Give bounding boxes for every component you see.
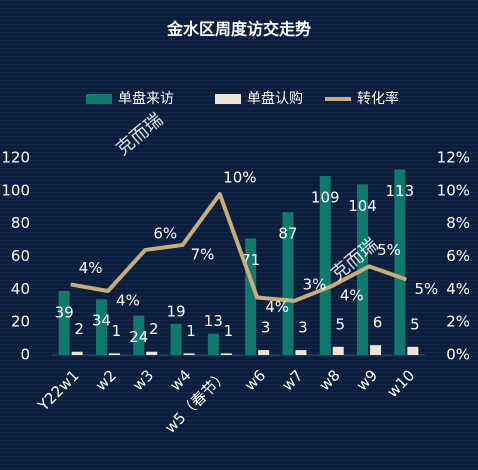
- bar: [71, 351, 83, 355]
- y2-tick-label: 10%: [437, 181, 470, 199]
- y2-tick-label: 8%: [446, 214, 470, 232]
- legend-label: 转化率: [357, 90, 399, 107]
- line-label: 4%: [116, 291, 140, 309]
- y-tick-label: 20: [11, 313, 30, 331]
- value-label: 1: [112, 322, 122, 340]
- chart-title: 金水区周度访交走势: [166, 20, 311, 39]
- bar: [133, 315, 145, 355]
- y-tick-label: 100: [1, 181, 30, 199]
- y-tick-label: 120: [1, 149, 30, 167]
- value-label: 87: [278, 225, 297, 243]
- y-tick-label: 0: [20, 346, 30, 364]
- bar: [394, 169, 406, 355]
- y-tick-label: 60: [11, 247, 30, 265]
- bar: [108, 353, 120, 355]
- bar: [58, 290, 70, 355]
- bar: [220, 353, 232, 355]
- value-label: 104: [348, 197, 377, 215]
- line: [70, 192, 408, 303]
- bar: [332, 346, 344, 355]
- y2-tick-label: 4%: [446, 280, 470, 298]
- value-label: 24: [129, 328, 148, 346]
- bar: [170, 323, 182, 355]
- line-label: 5%: [414, 280, 438, 298]
- line-label: 5%: [377, 241, 401, 259]
- y-tick-label: 40: [11, 280, 30, 298]
- legend-swatch: [215, 94, 241, 104]
- legend-label: 单盘来访: [118, 90, 174, 107]
- value-label: 5: [335, 315, 345, 333]
- value-label: 1: [186, 322, 196, 340]
- value-label: 19: [167, 302, 186, 320]
- value-label: 2: [74, 320, 84, 338]
- value-label: 6: [373, 314, 383, 332]
- value-label: 2: [149, 320, 159, 338]
- line-label: 4%: [79, 259, 103, 277]
- y-tick-label: 80: [11, 214, 30, 232]
- value-label: 5: [410, 315, 420, 333]
- bar: [407, 346, 419, 355]
- legend-swatch: [86, 94, 112, 104]
- y2-tick-label: 12%: [437, 149, 470, 167]
- y2-tick-label: 0%: [446, 346, 470, 364]
- line-label: 10%: [223, 169, 256, 187]
- line-label: 3%: [303, 275, 327, 293]
- value-label: 34: [92, 312, 111, 330]
- value-label: 13: [204, 312, 223, 330]
- bar: [207, 333, 219, 355]
- line-label: 6%: [153, 224, 177, 242]
- line-label: 4%: [340, 287, 364, 305]
- line-label: 7%: [191, 246, 215, 264]
- bar: [295, 350, 307, 355]
- value-label: 1: [224, 322, 234, 340]
- value-label: 39: [55, 303, 74, 321]
- bar: [370, 345, 382, 355]
- bar: [95, 299, 107, 355]
- y2-tick-label: 6%: [446, 247, 470, 265]
- value-label: 113: [386, 182, 415, 200]
- bar: [282, 212, 294, 355]
- value-label: 109: [311, 189, 340, 207]
- bar: [183, 353, 195, 355]
- bar: [146, 351, 158, 355]
- bar: [319, 176, 331, 355]
- bar: [258, 350, 270, 355]
- y2-tick-label: 2%: [446, 313, 470, 331]
- value-label: 3: [298, 319, 308, 337]
- legend-label: 单盘认购: [247, 90, 303, 107]
- bar: [245, 238, 257, 355]
- value-label: 3: [261, 319, 271, 337]
- line-label: 4%: [265, 298, 289, 316]
